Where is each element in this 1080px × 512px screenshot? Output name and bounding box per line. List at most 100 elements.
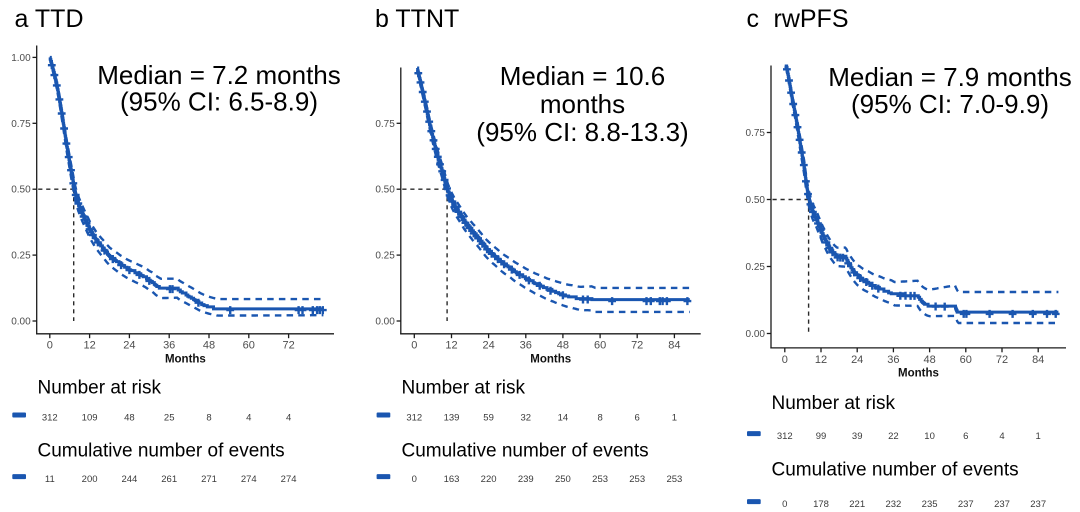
svg-text:11: 11 <box>45 474 55 485</box>
svg-text:a TTD: a TTD <box>15 5 84 33</box>
svg-text:Median = 10.6: Median = 10.6 <box>500 61 666 91</box>
svg-text:Number at risk: Number at risk <box>402 378 526 399</box>
svg-text:36: 36 <box>163 340 175 352</box>
svg-text:0: 0 <box>782 499 787 510</box>
svg-text:1.00: 1.00 <box>11 53 31 64</box>
svg-text:59: 59 <box>483 412 494 423</box>
svg-text:0.00: 0.00 <box>375 317 395 328</box>
svg-text:253: 253 <box>666 474 682 485</box>
svg-text:99: 99 <box>816 431 827 442</box>
svg-text:60: 60 <box>243 340 255 352</box>
svg-text:0.25: 0.25 <box>375 251 395 262</box>
svg-text:200: 200 <box>82 474 98 485</box>
svg-text:72: 72 <box>996 354 1008 366</box>
svg-text:60: 60 <box>594 340 606 352</box>
svg-text:24: 24 <box>123 340 135 352</box>
svg-text:10: 10 <box>924 431 935 442</box>
svg-text:0.75: 0.75 <box>746 128 766 139</box>
svg-text:24: 24 <box>482 340 494 352</box>
svg-text:0.00: 0.00 <box>11 317 31 328</box>
svg-text:48: 48 <box>203 340 215 352</box>
svg-text:239: 239 <box>518 474 534 485</box>
svg-text:235: 235 <box>922 499 938 510</box>
svg-text:14: 14 <box>558 412 569 423</box>
svg-text:4: 4 <box>286 412 291 423</box>
svg-text:274: 274 <box>241 474 257 485</box>
svg-text:0: 0 <box>411 340 417 352</box>
svg-text:Cumulative number of events: Cumulative number of events <box>38 441 285 462</box>
svg-text:250: 250 <box>555 474 571 485</box>
svg-text:(95% CI: 7.0-9.9): (95% CI: 7.0-9.9) <box>851 89 1049 119</box>
svg-text:48: 48 <box>124 412 135 423</box>
svg-text:261: 261 <box>161 474 177 485</box>
svg-text:271: 271 <box>201 474 217 485</box>
svg-text:48: 48 <box>557 340 569 352</box>
svg-text:c: c <box>747 5 760 33</box>
svg-text:0.00: 0.00 <box>746 329 766 340</box>
svg-text:Median = 7.9 months: Median = 7.9 months <box>828 62 1072 92</box>
svg-text:0: 0 <box>47 340 53 352</box>
svg-text:4: 4 <box>246 412 251 423</box>
svg-text:221: 221 <box>849 499 865 510</box>
svg-text:b TTNT: b TTNT <box>375 5 459 33</box>
svg-text:0.50: 0.50 <box>746 195 766 206</box>
svg-text:84: 84 <box>668 340 680 352</box>
svg-text:8: 8 <box>597 412 602 423</box>
svg-text:0.25: 0.25 <box>11 251 31 262</box>
svg-text:139: 139 <box>444 412 460 423</box>
svg-text:rwPFS: rwPFS <box>774 5 849 33</box>
svg-text:Cumulative number of events: Cumulative number of events <box>772 459 1019 480</box>
svg-text:274: 274 <box>281 474 297 485</box>
svg-text:48: 48 <box>923 354 935 366</box>
svg-text:24: 24 <box>851 354 863 366</box>
svg-text:Cumulative number of events: Cumulative number of events <box>402 441 649 462</box>
svg-text:109: 109 <box>82 412 98 423</box>
svg-text:72: 72 <box>631 340 643 352</box>
svg-text:1: 1 <box>672 412 677 423</box>
svg-text:(95% CI: 6.5-8.9): (95% CI: 6.5-8.9) <box>120 87 318 117</box>
svg-text:Months: Months <box>165 354 206 366</box>
svg-text:Number at risk: Number at risk <box>38 378 162 399</box>
svg-text:12: 12 <box>83 340 95 352</box>
svg-text:12: 12 <box>815 354 827 366</box>
svg-text:220: 220 <box>481 474 497 485</box>
svg-text:39: 39 <box>852 431 863 442</box>
svg-text:0.75: 0.75 <box>11 119 31 130</box>
svg-text:0.50: 0.50 <box>375 185 395 196</box>
svg-text:4: 4 <box>999 431 1004 442</box>
svg-text:253: 253 <box>592 474 608 485</box>
svg-text:Months: Months <box>530 354 571 366</box>
svg-text:1: 1 <box>1036 431 1041 442</box>
svg-text:22: 22 <box>888 431 899 442</box>
svg-text:12: 12 <box>445 340 457 352</box>
svg-text:0.50: 0.50 <box>11 185 31 196</box>
svg-text:0: 0 <box>782 354 788 366</box>
svg-text:253: 253 <box>629 474 645 485</box>
svg-text:84: 84 <box>1032 354 1044 366</box>
svg-text:72: 72 <box>282 340 294 352</box>
svg-text:237: 237 <box>994 499 1010 510</box>
svg-text:6: 6 <box>963 431 968 442</box>
svg-text:(95% CI: 8.8-13.3): (95% CI: 8.8-13.3) <box>476 117 688 147</box>
svg-text:178: 178 <box>813 499 829 510</box>
svg-text:0.25: 0.25 <box>746 262 766 273</box>
svg-text:36: 36 <box>887 354 899 366</box>
svg-text:Number at risk: Number at risk <box>772 393 896 414</box>
svg-text:36: 36 <box>520 340 532 352</box>
svg-text:32: 32 <box>521 412 532 423</box>
svg-text:312: 312 <box>777 431 793 442</box>
svg-text:0.75: 0.75 <box>375 119 395 130</box>
svg-text:237: 237 <box>958 499 974 510</box>
svg-text:6: 6 <box>635 412 640 423</box>
svg-text:232: 232 <box>885 499 901 510</box>
svg-text:Median = 7.2 months: Median = 7.2 months <box>97 60 341 90</box>
svg-text:237: 237 <box>1030 499 1046 510</box>
svg-text:25: 25 <box>164 412 175 423</box>
svg-text:months: months <box>540 89 625 119</box>
svg-text:312: 312 <box>406 412 422 423</box>
svg-text:8: 8 <box>206 412 211 423</box>
svg-text:163: 163 <box>444 474 460 485</box>
svg-text:60: 60 <box>960 354 972 366</box>
svg-text:312: 312 <box>42 412 58 423</box>
svg-text:0: 0 <box>412 474 417 485</box>
